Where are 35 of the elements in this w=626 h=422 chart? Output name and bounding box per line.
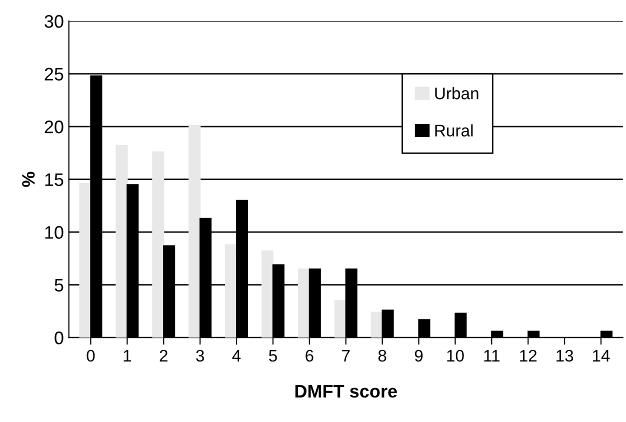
bar [261,250,274,338]
y-axis-title: % [22,172,35,187]
x-tick-label: 10 [447,350,464,362]
x-tick-label: 0 [86,350,95,362]
bar [225,244,238,338]
y-tick-label: 0 [54,332,64,344]
bar [188,124,201,338]
legend-label: Urban [435,87,478,100]
y-tick-label: 5 [54,278,64,292]
x-tick-label: 4 [232,350,241,362]
x-tick-label: 7 [342,350,350,362]
x-tick-label: 3 [196,350,204,362]
bar [298,268,310,338]
x-tick-label: 8 [378,350,386,362]
bar [152,151,164,338]
x-tick-label: 13 [556,350,574,362]
y-tick-label: 30 [44,15,64,28]
x-tick-label: 9 [414,350,423,362]
bar [116,145,128,338]
x-tick-label: 6 [306,350,314,362]
x-tick-label: 2 [160,350,168,362]
x-tick-label: 12 [520,350,537,362]
y-tick-label: 10 [45,226,64,239]
y-tick-label: 15 [45,173,64,186]
y-tick-label: 20 [44,120,64,134]
legend-label: Rural [435,124,473,137]
bar [79,183,92,338]
bar [334,300,346,338]
bar [370,312,383,338]
x-tick-label: 5 [269,350,277,362]
y-tick-label: 25 [44,68,64,81]
x-tick-label: 11 [484,350,500,362]
x-axis-title: DMFT score [295,385,397,398]
x-tick-label: 14 [593,350,610,362]
x-tick-label: 1 [124,350,131,362]
